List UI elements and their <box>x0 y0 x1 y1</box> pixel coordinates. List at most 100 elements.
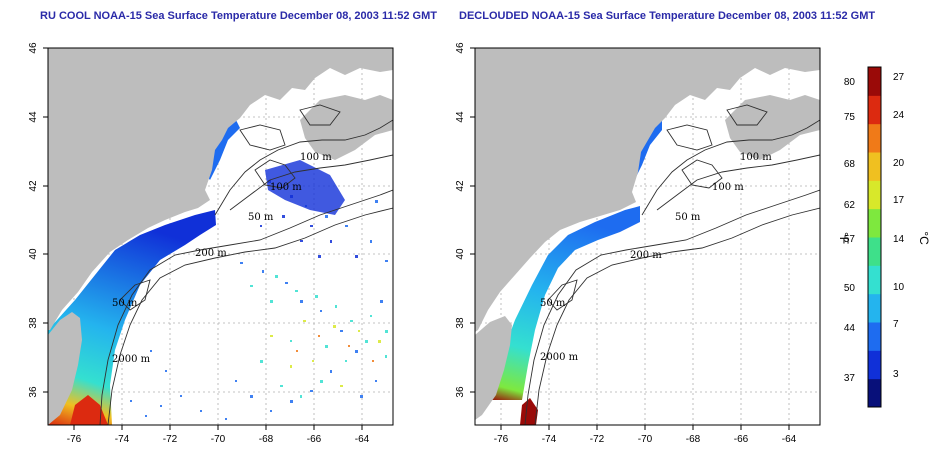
celsius-tick-label: 3 <box>893 369 899 380</box>
contour-label: 100 m <box>300 152 332 163</box>
colorbar-swatch <box>868 237 881 266</box>
celsius-tick-label: 20 <box>893 158 905 169</box>
latitude-tick-label: 36 <box>455 386 466 398</box>
colorbar-swatch <box>868 293 881 323</box>
left-map-warm-spot <box>70 395 108 425</box>
right-map-title: DECLOUDED NOAA-15 Sea Surface Temperatur… <box>459 10 876 22</box>
latitude-tick-label: 38 <box>455 317 466 329</box>
left-map-offshore-band <box>265 160 345 215</box>
contour-label: 50 m <box>248 212 274 223</box>
latitude-tick-label: 40 <box>455 248 466 260</box>
left-map-latitude-labels: 46 44 42 40 38 36 <box>28 42 39 398</box>
fahrenheit-tick-label: 50 <box>844 283 856 294</box>
colorbar-swatch <box>868 322 881 351</box>
longitude-tick-label: -72 <box>163 434 178 445</box>
fahrenheit-tick-label: 37 <box>844 373 856 384</box>
contour-label: 100 m <box>270 182 302 193</box>
latitude-tick-label: 38 <box>28 317 39 329</box>
celsius-tick-label: 10 <box>893 282 905 293</box>
latitude-tick-label: 44 <box>28 111 39 123</box>
colorbar-swatches <box>868 67 881 408</box>
longitude-tick-label: -74 <box>542 434 557 445</box>
left-map-noisy-sst-pixels <box>130 180 388 420</box>
celsius-tick-label: 27 <box>893 72 905 83</box>
fahrenheit-tick-label: 75 <box>844 112 856 123</box>
temperature-colorbar: 80 75 68 62 57 50 44 37 27 24 20 17 14 1… <box>837 66 931 408</box>
colorbar-swatch <box>868 180 881 210</box>
latitude-tick-label: 44 <box>455 111 466 123</box>
longitude-tick-label: -72 <box>590 434 605 445</box>
fahrenheit-tick-label: 44 <box>844 323 856 334</box>
right-map-nova-scotia <box>725 95 820 160</box>
right-map-land <box>475 48 820 332</box>
left-map-contour-labels: 100 m 100 m 50 m 200 m 50 m 2000 m <box>112 152 332 365</box>
fahrenheit-tick-label: 57 <box>844 234 856 245</box>
contour-label: 200 m <box>630 250 662 261</box>
colorbar-swatch <box>868 378 881 408</box>
latitude-tick-label: 42 <box>28 180 39 192</box>
fahrenheit-tick-label: 80 <box>844 77 856 88</box>
contour-label: 50 m <box>675 212 701 223</box>
longitude-tick-label: -66 <box>734 434 749 445</box>
left-map-frame <box>47 47 394 426</box>
latitude-tick-label: 40 <box>28 248 39 260</box>
celsius-tick-label: 17 <box>893 195 905 206</box>
left-map-longitude-labels: -76 -74 -72 -70 -68 -66 -64 <box>67 434 370 445</box>
left-map-land <box>48 48 393 330</box>
latitude-tick-label: 46 <box>455 42 466 54</box>
right-map-contour-labels: 100 m 100 m 50 m 200 m 50 m 2000 m <box>540 152 772 363</box>
longitude-tick-label: -66 <box>307 434 322 445</box>
colorbar-swatch <box>868 152 881 181</box>
right-map-tick-marks <box>470 47 790 430</box>
celsius-ticks: 27 24 20 17 14 10 7 3 <box>893 72 905 380</box>
longitude-tick-label: -64 <box>782 434 797 445</box>
fahrenheit-tick-label: 62 <box>844 200 856 211</box>
left-map-panel: 100 m 100 m 50 m 200 m 50 m 2000 m -76 -… <box>28 42 394 445</box>
longitude-tick-label: -70 <box>638 434 653 445</box>
colorbar-swatch <box>868 265 881 295</box>
celsius-unit-label: °C <box>917 231 931 245</box>
latitude-tick-label: 46 <box>28 42 39 54</box>
colorbar-swatch <box>868 123 881 153</box>
left-map-tick-marks <box>43 47 363 430</box>
right-map-delmarva <box>475 316 512 420</box>
right-map-longitude-labels: -76 -74 -72 -70 -68 -66 -64 <box>494 434 797 445</box>
left-map-coastal-sst-band <box>48 210 216 425</box>
contour-label: 100 m <box>740 152 772 163</box>
celsius-tick-label: 14 <box>893 234 905 245</box>
left-map-delmarva <box>48 312 82 425</box>
right-map-bathymetry-contours <box>524 104 820 425</box>
fahrenheit-ticks: 80 75 68 62 57 50 44 37 <box>844 77 856 384</box>
longitude-tick-label: -64 <box>355 434 370 445</box>
right-map-panel: 100 m 100 m 50 m 200 m 50 m 2000 m -76 -… <box>455 42 821 445</box>
right-map-frame <box>474 47 821 426</box>
colorbar-swatch <box>868 208 881 238</box>
fahrenheit-tick-label: 68 <box>844 159 856 170</box>
colorbar-swatch <box>868 67 881 96</box>
left-map-bathymetry-contours <box>99 104 393 425</box>
celsius-tick-label: 7 <box>893 319 899 330</box>
latitude-tick-label: 36 <box>28 386 39 398</box>
celsius-tick-label: 24 <box>893 110 905 121</box>
longitude-tick-label: -76 <box>494 434 509 445</box>
longitude-tick-label: -68 <box>259 434 274 445</box>
contour-label: 200 m <box>195 248 227 259</box>
contour-label: 50 m <box>540 298 566 309</box>
right-map-warm-spot <box>520 398 538 425</box>
right-map-latitude-labels: 46 44 42 40 38 36 <box>455 42 466 398</box>
longitude-tick-label: -76 <box>67 434 82 445</box>
left-map-title: RU COOL NOAA-15 Sea Surface Temperature … <box>40 10 437 22</box>
colorbar-swatch <box>868 350 881 380</box>
fahrenheit-unit-label: °F <box>837 232 851 244</box>
contour-label: 100 m <box>712 182 744 193</box>
longitude-tick-label: -68 <box>686 434 701 445</box>
longitude-tick-label: -70 <box>211 434 226 445</box>
right-map-coastal-sst-band <box>490 206 640 400</box>
contour-label: 50 m <box>112 298 138 309</box>
colorbar-frame <box>867 66 882 408</box>
contour-label: 2000 m <box>540 352 579 363</box>
contour-label: 2000 m <box>112 354 151 365</box>
left-map-nova-scotia <box>300 95 393 160</box>
latitude-tick-label: 42 <box>455 180 466 192</box>
